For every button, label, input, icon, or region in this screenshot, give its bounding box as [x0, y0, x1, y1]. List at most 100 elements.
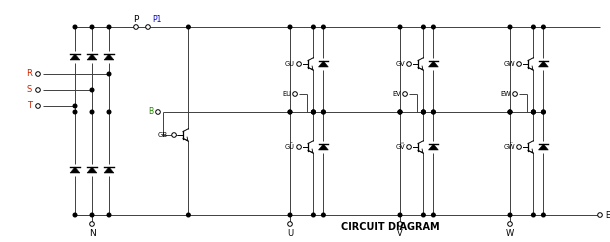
- Circle shape: [531, 110, 535, 114]
- Polygon shape: [70, 54, 80, 60]
- Circle shape: [187, 25, 190, 29]
- Polygon shape: [318, 144, 328, 150]
- Polygon shape: [428, 61, 439, 67]
- Circle shape: [90, 110, 94, 114]
- Circle shape: [531, 110, 535, 114]
- Circle shape: [432, 25, 435, 29]
- Polygon shape: [104, 54, 114, 60]
- Circle shape: [172, 133, 176, 137]
- Circle shape: [146, 25, 150, 29]
- Circle shape: [90, 25, 94, 29]
- Circle shape: [73, 110, 77, 114]
- Text: W: W: [506, 228, 514, 237]
- Polygon shape: [428, 144, 439, 150]
- Text: GV: GV: [395, 61, 405, 67]
- Circle shape: [73, 213, 77, 217]
- Circle shape: [107, 25, 111, 29]
- Circle shape: [107, 72, 111, 76]
- Circle shape: [508, 222, 512, 226]
- Circle shape: [321, 25, 325, 29]
- Text: GṼ: GṼ: [395, 144, 405, 150]
- Text: GB: GB: [158, 132, 168, 138]
- Circle shape: [542, 110, 545, 114]
- Circle shape: [107, 110, 111, 114]
- Circle shape: [90, 222, 95, 226]
- Text: GW: GW: [503, 61, 515, 67]
- Circle shape: [398, 110, 402, 114]
- Text: EU: EU: [282, 91, 291, 97]
- Circle shape: [296, 62, 301, 66]
- Circle shape: [398, 25, 402, 29]
- Circle shape: [90, 88, 94, 92]
- Circle shape: [407, 145, 411, 149]
- Polygon shape: [87, 167, 97, 173]
- Circle shape: [508, 25, 512, 29]
- Polygon shape: [70, 167, 80, 173]
- Text: R: R: [26, 69, 32, 78]
- Text: EW: EW: [500, 91, 511, 97]
- Circle shape: [156, 110, 160, 114]
- Circle shape: [508, 213, 512, 217]
- Circle shape: [513, 92, 517, 96]
- Circle shape: [288, 25, 292, 29]
- Circle shape: [288, 110, 292, 114]
- Circle shape: [312, 25, 315, 29]
- Text: GẄ: GẄ: [503, 144, 515, 151]
- Text: CIRCUIT DIAGRAM: CIRCUIT DIAGRAM: [341, 222, 439, 232]
- Text: V: V: [397, 228, 403, 237]
- Circle shape: [296, 145, 301, 149]
- Circle shape: [422, 110, 425, 114]
- Text: GU: GU: [285, 61, 295, 67]
- Circle shape: [321, 110, 325, 114]
- Circle shape: [293, 92, 297, 96]
- Circle shape: [542, 110, 545, 114]
- Circle shape: [36, 72, 40, 76]
- Circle shape: [531, 213, 535, 217]
- Text: GŪ: GŪ: [285, 144, 295, 150]
- Circle shape: [422, 110, 425, 114]
- Circle shape: [187, 213, 190, 217]
- Circle shape: [542, 213, 545, 217]
- Circle shape: [312, 110, 315, 114]
- Circle shape: [398, 213, 402, 217]
- Circle shape: [422, 25, 425, 29]
- Circle shape: [321, 213, 325, 217]
- Circle shape: [432, 213, 435, 217]
- Circle shape: [407, 62, 411, 66]
- Circle shape: [321, 110, 325, 114]
- Circle shape: [73, 104, 77, 108]
- Polygon shape: [539, 61, 548, 67]
- Circle shape: [422, 110, 425, 114]
- Polygon shape: [318, 61, 328, 67]
- Circle shape: [398, 110, 402, 114]
- Circle shape: [598, 213, 602, 217]
- Circle shape: [542, 25, 545, 29]
- Circle shape: [288, 110, 292, 114]
- Circle shape: [36, 88, 40, 92]
- Circle shape: [531, 110, 535, 114]
- Circle shape: [398, 222, 403, 226]
- Circle shape: [432, 110, 435, 114]
- Text: S: S: [27, 85, 32, 94]
- Text: E: E: [605, 211, 610, 219]
- Text: P: P: [134, 15, 138, 23]
- Text: U: U: [287, 228, 293, 237]
- Circle shape: [531, 25, 535, 29]
- Text: P1: P1: [152, 15, 162, 23]
- Polygon shape: [87, 54, 97, 60]
- Circle shape: [312, 110, 315, 114]
- Circle shape: [508, 110, 512, 114]
- Polygon shape: [539, 144, 548, 150]
- Circle shape: [288, 213, 292, 217]
- Circle shape: [73, 25, 77, 29]
- Text: EV: EV: [392, 91, 401, 97]
- Text: T: T: [27, 101, 32, 111]
- Circle shape: [432, 110, 435, 114]
- Polygon shape: [104, 167, 114, 173]
- Circle shape: [517, 145, 522, 149]
- Circle shape: [508, 110, 512, 114]
- Circle shape: [517, 62, 522, 66]
- Circle shape: [422, 213, 425, 217]
- Circle shape: [508, 110, 512, 114]
- Circle shape: [107, 213, 111, 217]
